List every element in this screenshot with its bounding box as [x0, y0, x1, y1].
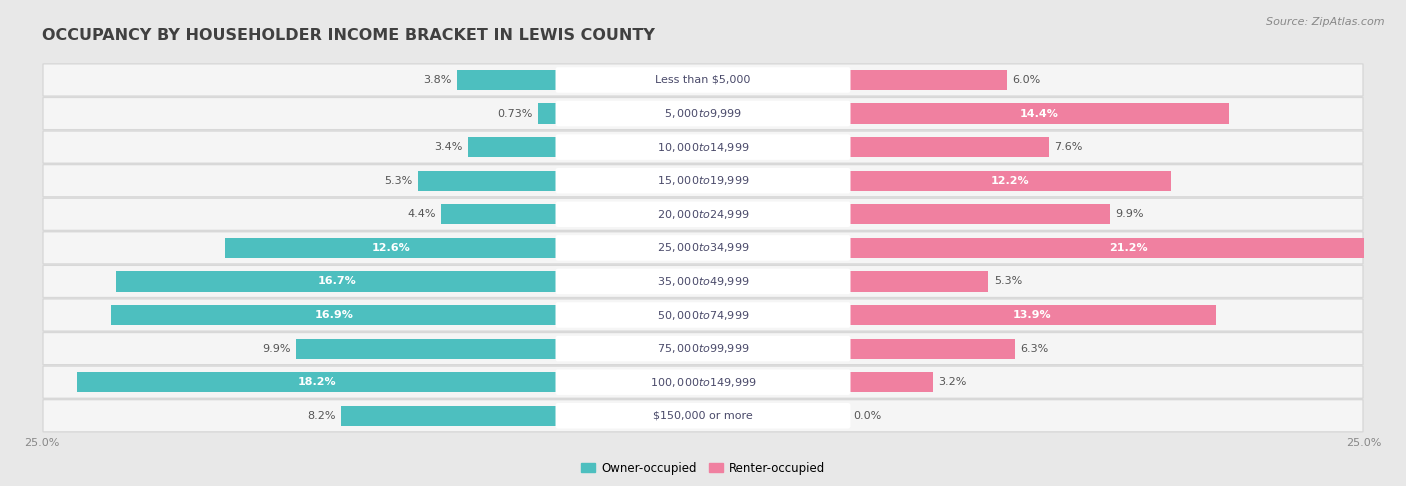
Text: 6.3%: 6.3% — [1021, 344, 1049, 354]
Bar — [418, 171, 558, 191]
Bar — [848, 137, 1049, 157]
FancyBboxPatch shape — [44, 332, 1362, 364]
Text: $20,000 to $24,999: $20,000 to $24,999 — [657, 208, 749, 221]
Bar — [848, 204, 1111, 225]
Text: 6.0%: 6.0% — [1012, 75, 1040, 85]
FancyBboxPatch shape — [555, 336, 851, 362]
Text: 12.2%: 12.2% — [990, 176, 1029, 186]
FancyBboxPatch shape — [44, 131, 1362, 163]
Text: 16.9%: 16.9% — [315, 310, 354, 320]
Bar — [848, 305, 1216, 325]
Bar — [538, 104, 558, 123]
Text: $15,000 to $19,999: $15,000 to $19,999 — [657, 174, 749, 187]
FancyBboxPatch shape — [555, 302, 851, 328]
FancyBboxPatch shape — [555, 403, 851, 429]
Bar — [457, 70, 558, 90]
Bar — [468, 137, 558, 157]
Text: 16.7%: 16.7% — [318, 277, 356, 286]
Text: Less than $5,000: Less than $5,000 — [655, 75, 751, 85]
Text: 5.3%: 5.3% — [384, 176, 412, 186]
Text: 0.0%: 0.0% — [853, 411, 882, 421]
FancyBboxPatch shape — [44, 399, 1362, 432]
Bar — [340, 406, 558, 426]
Bar — [848, 171, 1171, 191]
Text: 9.9%: 9.9% — [1115, 209, 1144, 219]
Bar — [848, 238, 1406, 258]
FancyBboxPatch shape — [44, 97, 1362, 130]
FancyBboxPatch shape — [555, 235, 851, 260]
Bar — [848, 339, 1015, 359]
Bar — [76, 372, 558, 392]
FancyBboxPatch shape — [44, 265, 1362, 297]
FancyBboxPatch shape — [44, 299, 1362, 331]
Text: Source: ZipAtlas.com: Source: ZipAtlas.com — [1267, 17, 1385, 27]
Bar — [848, 372, 934, 392]
FancyBboxPatch shape — [555, 134, 851, 160]
Bar — [111, 305, 558, 325]
FancyBboxPatch shape — [44, 366, 1362, 399]
FancyBboxPatch shape — [555, 101, 851, 126]
Bar — [848, 104, 1229, 123]
Text: 12.6%: 12.6% — [371, 243, 411, 253]
FancyBboxPatch shape — [44, 198, 1362, 230]
Text: $150,000 or more: $150,000 or more — [654, 411, 752, 421]
Text: 18.2%: 18.2% — [298, 377, 336, 387]
FancyBboxPatch shape — [555, 269, 851, 294]
Text: 0.73%: 0.73% — [498, 108, 533, 119]
Text: 13.9%: 13.9% — [1012, 310, 1052, 320]
Text: $25,000 to $34,999: $25,000 to $34,999 — [657, 242, 749, 254]
Text: $75,000 to $99,999: $75,000 to $99,999 — [657, 342, 749, 355]
Text: 8.2%: 8.2% — [307, 411, 336, 421]
Text: 7.6%: 7.6% — [1054, 142, 1083, 152]
Text: 3.8%: 3.8% — [423, 75, 451, 85]
Text: 3.2%: 3.2% — [938, 377, 967, 387]
FancyBboxPatch shape — [555, 369, 851, 395]
Text: 5.3%: 5.3% — [994, 277, 1022, 286]
Text: 21.2%: 21.2% — [1109, 243, 1147, 253]
Bar — [441, 204, 558, 225]
Text: $5,000 to $9,999: $5,000 to $9,999 — [664, 107, 742, 120]
Text: 3.4%: 3.4% — [434, 142, 463, 152]
Text: $50,000 to $74,999: $50,000 to $74,999 — [657, 309, 749, 322]
Bar — [295, 339, 558, 359]
FancyBboxPatch shape — [44, 232, 1362, 264]
Bar — [225, 238, 558, 258]
Legend: Owner-occupied, Renter-occupied: Owner-occupied, Renter-occupied — [581, 462, 825, 475]
Text: $10,000 to $14,999: $10,000 to $14,999 — [657, 140, 749, 154]
Text: $35,000 to $49,999: $35,000 to $49,999 — [657, 275, 749, 288]
Bar — [117, 271, 558, 292]
Text: 14.4%: 14.4% — [1019, 108, 1059, 119]
FancyBboxPatch shape — [555, 202, 851, 227]
Text: OCCUPANCY BY HOUSEHOLDER INCOME BRACKET IN LEWIS COUNTY: OCCUPANCY BY HOUSEHOLDER INCOME BRACKET … — [42, 28, 655, 43]
Text: 9.9%: 9.9% — [262, 344, 291, 354]
FancyBboxPatch shape — [44, 64, 1362, 96]
FancyBboxPatch shape — [555, 67, 851, 93]
Bar — [848, 70, 1007, 90]
Text: $100,000 to $149,999: $100,000 to $149,999 — [650, 376, 756, 389]
Bar — [848, 271, 988, 292]
Text: 4.4%: 4.4% — [408, 209, 436, 219]
FancyBboxPatch shape — [555, 168, 851, 193]
FancyBboxPatch shape — [44, 165, 1362, 197]
